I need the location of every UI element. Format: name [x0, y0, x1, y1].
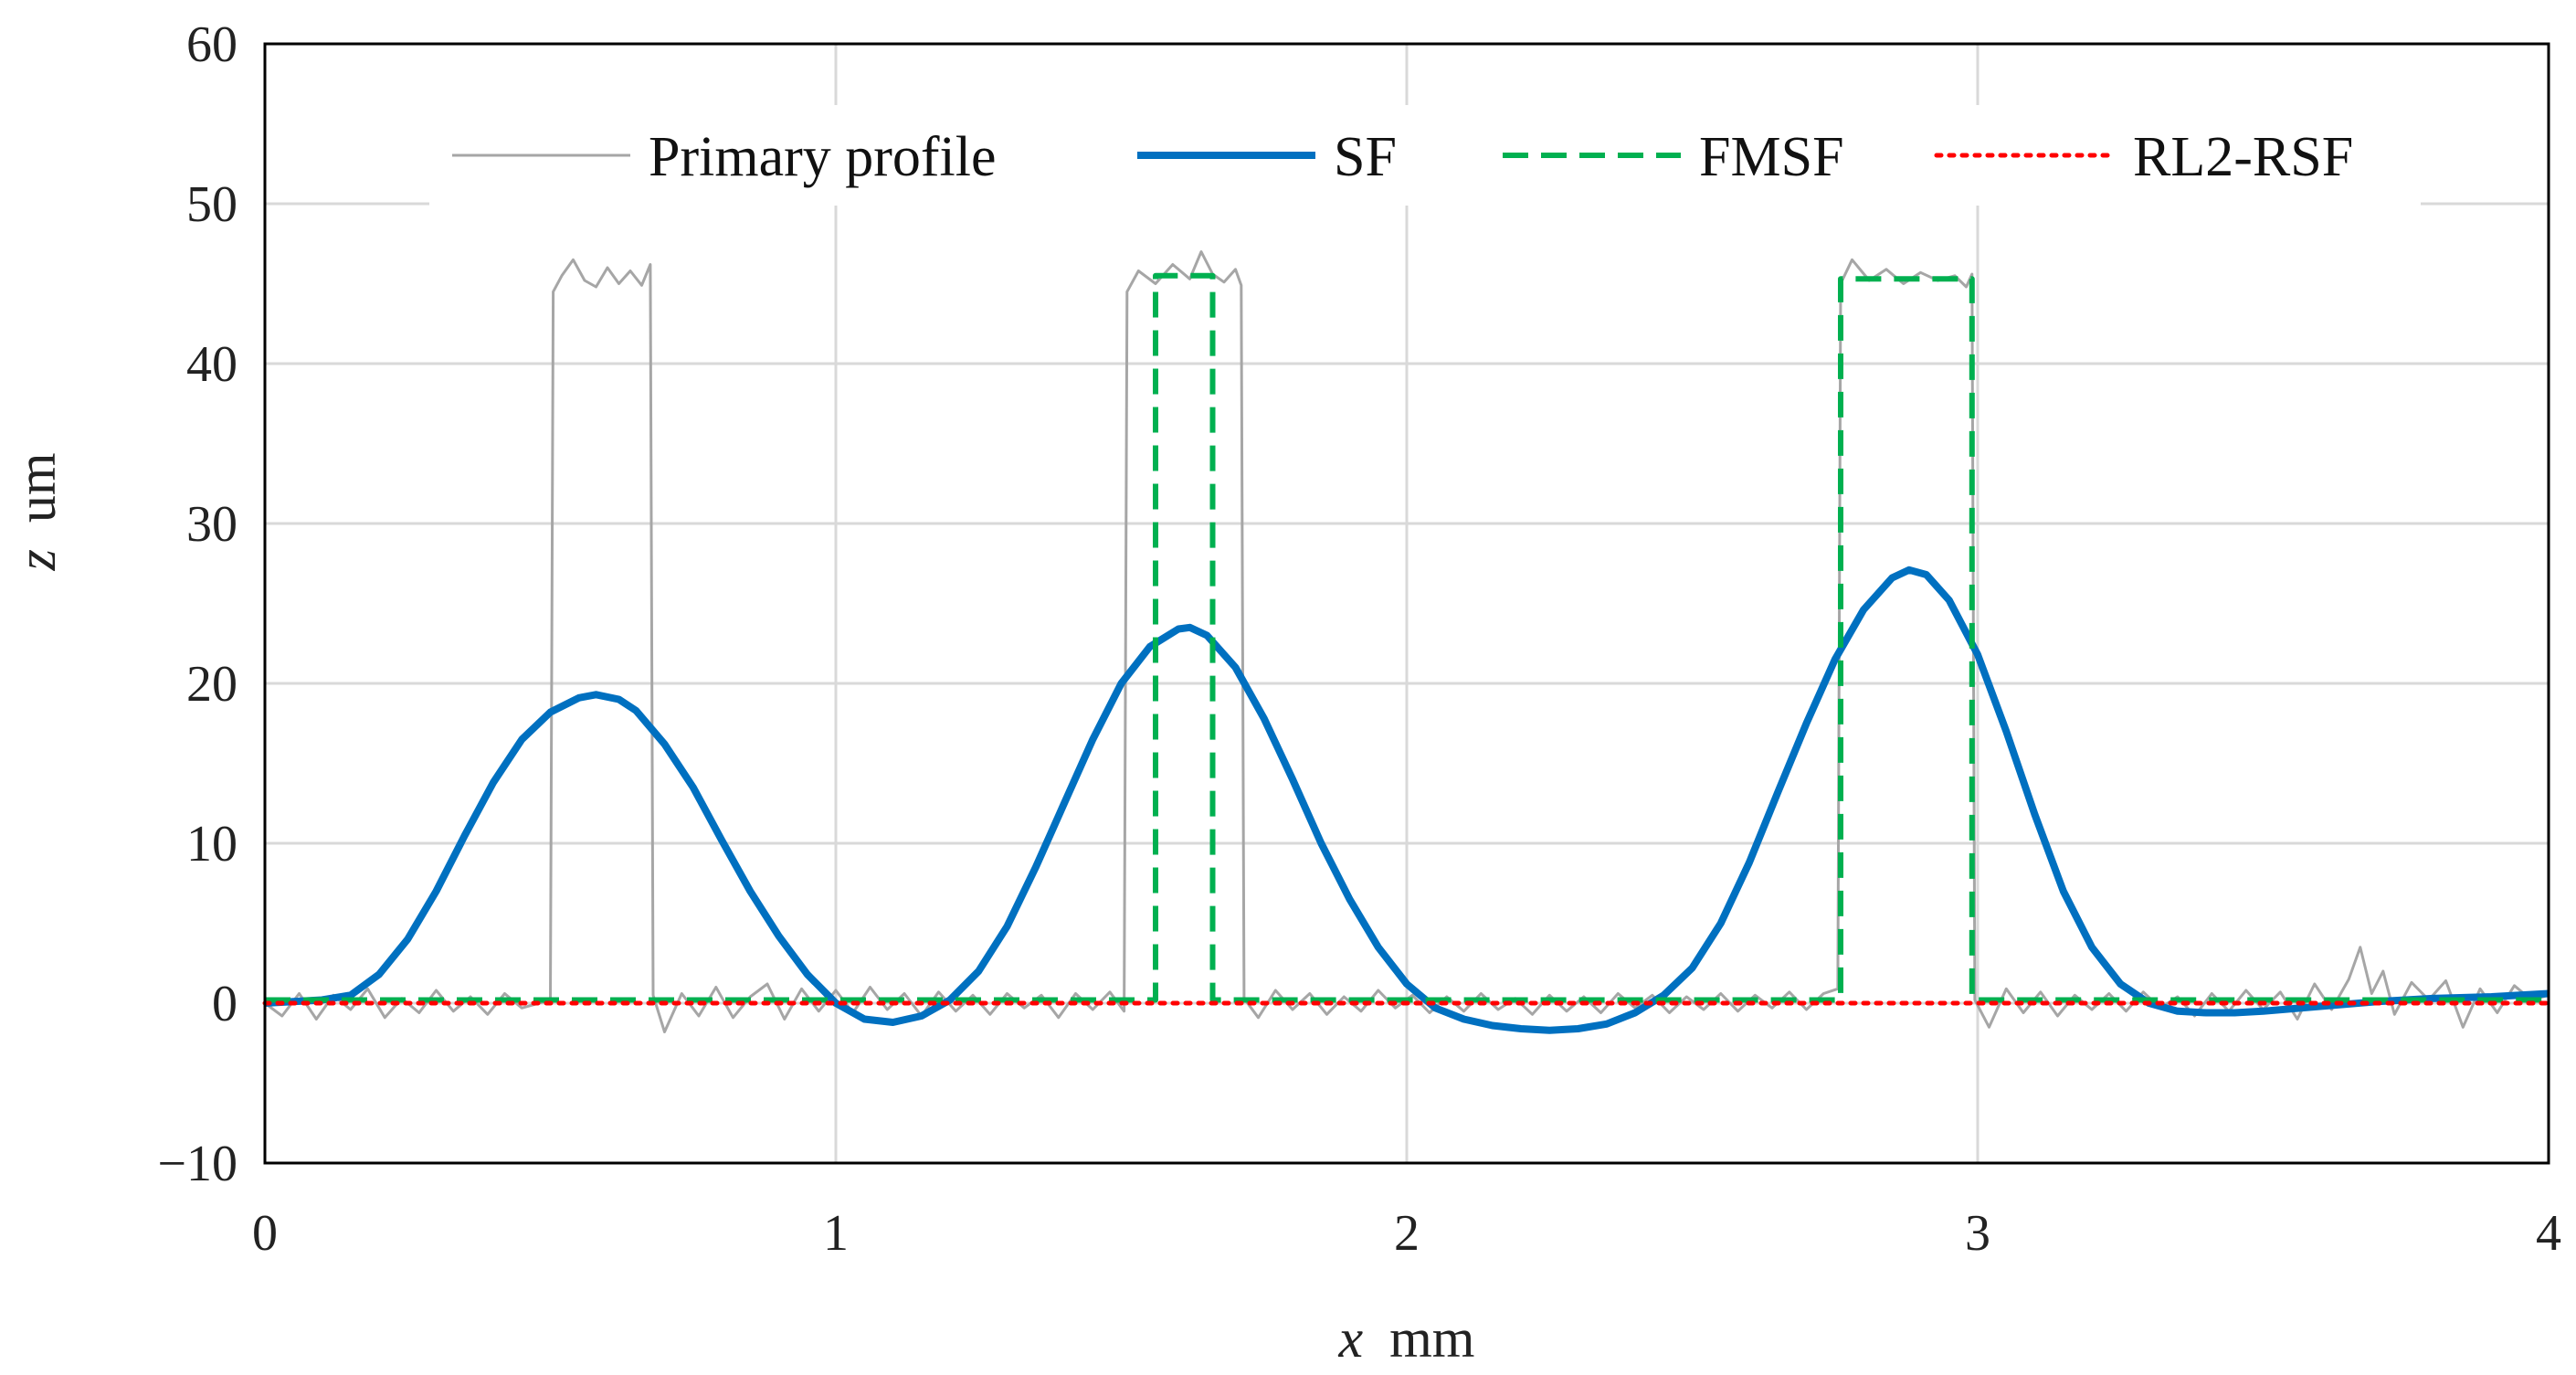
x-tick-label: 4 [2536, 1205, 2561, 1262]
y-tick-label: 30 [186, 496, 238, 553]
series-line-fmsf [265, 272, 2549, 1003]
series-layer [262, 250, 2551, 1034]
y-tick-label: 50 [186, 176, 238, 233]
legend-label-rl2-rsf: RL2-RSF [2133, 126, 2353, 188]
x-tick-label: 0 [252, 1205, 278, 1262]
x-axis-variable: x [1338, 1308, 1364, 1369]
legend-label-sf: SF [1334, 126, 1397, 188]
x-tick-label: 1 [823, 1205, 849, 1262]
legend-label-fmsf: FMSF [1699, 126, 1844, 188]
plot-area-border [263, 42, 2550, 1165]
y-tick-label: 10 [186, 816, 238, 873]
y-tick-label: 40 [186, 336, 238, 393]
y-axis-unit: um [6, 452, 67, 523]
legend-label-primary-profile: Primary profile [649, 126, 997, 188]
y-tick-label: 60 [186, 16, 238, 73]
x-axis-title: x mm [1338, 1308, 1475, 1369]
series-line-sf [264, 566, 2550, 1034]
legend: Primary profile SF FMSF RL2-RSF [452, 126, 2353, 188]
y-axis-title: z um [6, 452, 67, 571]
y-axis-variable: z [6, 549, 67, 571]
x-axis-unit: mm [1389, 1308, 1474, 1369]
grid [265, 44, 2549, 1163]
x-tick-label: 3 [1965, 1205, 1990, 1262]
y-tick-label: 20 [186, 656, 238, 713]
x-tick-label: 2 [1394, 1205, 1420, 1262]
y-tick-label: 0 [212, 976, 238, 1032]
y-tick-label: −10 [157, 1136, 238, 1192]
